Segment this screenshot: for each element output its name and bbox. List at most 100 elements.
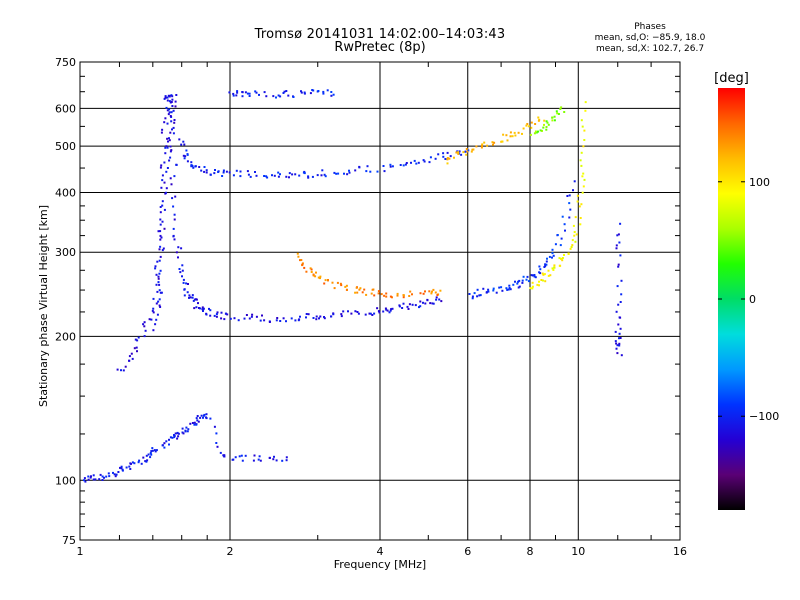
echo-point xyxy=(619,254,622,257)
echo-point xyxy=(436,294,439,296)
echo-point xyxy=(350,312,353,315)
echo-point xyxy=(157,277,160,280)
echo-point xyxy=(389,163,392,166)
echo-point xyxy=(358,288,361,291)
echo-point xyxy=(413,159,416,162)
echo-point xyxy=(530,126,533,129)
echo-point xyxy=(573,231,576,233)
echo-point xyxy=(253,454,256,457)
echo-point xyxy=(561,257,564,259)
echo-point xyxy=(148,318,151,321)
echo-point xyxy=(190,161,193,164)
echo-point xyxy=(234,456,237,459)
echo-point xyxy=(343,172,345,175)
echo-point xyxy=(573,234,576,237)
echo-point xyxy=(183,157,186,160)
echo-point xyxy=(453,156,455,159)
echo-point xyxy=(209,417,212,420)
echo-point xyxy=(165,440,168,443)
echo-point xyxy=(303,92,306,95)
echo-point xyxy=(158,289,161,292)
echo-point xyxy=(568,202,571,205)
echo-point xyxy=(376,307,379,310)
echo-point xyxy=(215,315,218,318)
echo-point xyxy=(165,187,168,190)
echo-point xyxy=(175,251,178,254)
echo-point xyxy=(159,291,162,294)
echo-point xyxy=(165,170,168,173)
echo-point xyxy=(348,171,351,174)
y-tick-label: 75 xyxy=(62,534,76,547)
echo-point xyxy=(223,454,226,457)
echo-point xyxy=(517,286,520,289)
colorbar: [deg] 100 0 −100 xyxy=(714,71,779,510)
echo-point xyxy=(619,327,622,330)
echo-point xyxy=(376,170,379,173)
x-tick-label: 8 xyxy=(527,545,534,558)
echo-point xyxy=(119,466,121,469)
echo-point xyxy=(255,174,258,177)
echo-point xyxy=(320,174,323,177)
echo-point xyxy=(346,173,349,176)
echo-point xyxy=(309,92,312,95)
echo-point xyxy=(428,290,431,293)
echo-point xyxy=(213,314,216,317)
echo-point xyxy=(209,314,212,317)
echo-point xyxy=(616,285,619,288)
y-tick-label: 500 xyxy=(55,140,76,153)
echo-point xyxy=(310,268,313,271)
echo-point xyxy=(220,311,223,314)
echo-point xyxy=(544,265,547,267)
echo-point xyxy=(511,135,514,138)
echo-point xyxy=(288,176,290,179)
echo-point xyxy=(518,279,521,282)
echo-point xyxy=(354,169,357,172)
echo-point xyxy=(149,456,152,459)
echo-point xyxy=(169,150,172,153)
echo-point xyxy=(168,100,171,103)
echo-point xyxy=(142,456,145,459)
echo-point xyxy=(442,155,445,158)
echo-point xyxy=(173,435,176,437)
echo-point xyxy=(471,148,474,151)
y-tick-label: 100 xyxy=(55,474,76,487)
echo-point xyxy=(521,281,524,284)
echo-point xyxy=(217,170,220,173)
echo-point xyxy=(619,337,622,339)
x-tick-label: 16 xyxy=(673,545,687,558)
echo-point xyxy=(128,355,131,358)
echo-point xyxy=(154,265,157,268)
echo-point xyxy=(131,357,134,360)
echo-point xyxy=(578,205,581,208)
echo-point xyxy=(389,295,392,298)
echo-point xyxy=(258,93,260,96)
echo-point xyxy=(324,175,327,178)
echo-point xyxy=(330,94,333,97)
echo-point xyxy=(89,476,92,479)
echo-point xyxy=(323,316,325,318)
echo-point xyxy=(185,426,188,429)
echo-point xyxy=(266,176,269,179)
echo-point xyxy=(540,279,543,281)
echo-point xyxy=(170,111,173,114)
echo-point xyxy=(187,283,189,285)
echo-point xyxy=(544,280,547,283)
echo-point xyxy=(618,241,621,244)
echo-point xyxy=(177,435,180,438)
echo-point xyxy=(571,244,574,247)
echo-point xyxy=(508,287,511,289)
echo-point xyxy=(356,311,359,313)
echo-point xyxy=(265,95,268,98)
echo-point xyxy=(340,284,343,287)
echo-point xyxy=(617,323,620,326)
echo-point xyxy=(487,288,490,291)
echo-point xyxy=(248,92,251,95)
echo-point xyxy=(173,436,176,439)
echo-point xyxy=(315,315,318,318)
echo-point xyxy=(512,283,515,286)
echo-point xyxy=(103,476,105,479)
echo-point xyxy=(312,274,315,277)
echo-point xyxy=(176,437,179,440)
echo-point xyxy=(377,310,380,313)
echo-point xyxy=(358,165,361,168)
